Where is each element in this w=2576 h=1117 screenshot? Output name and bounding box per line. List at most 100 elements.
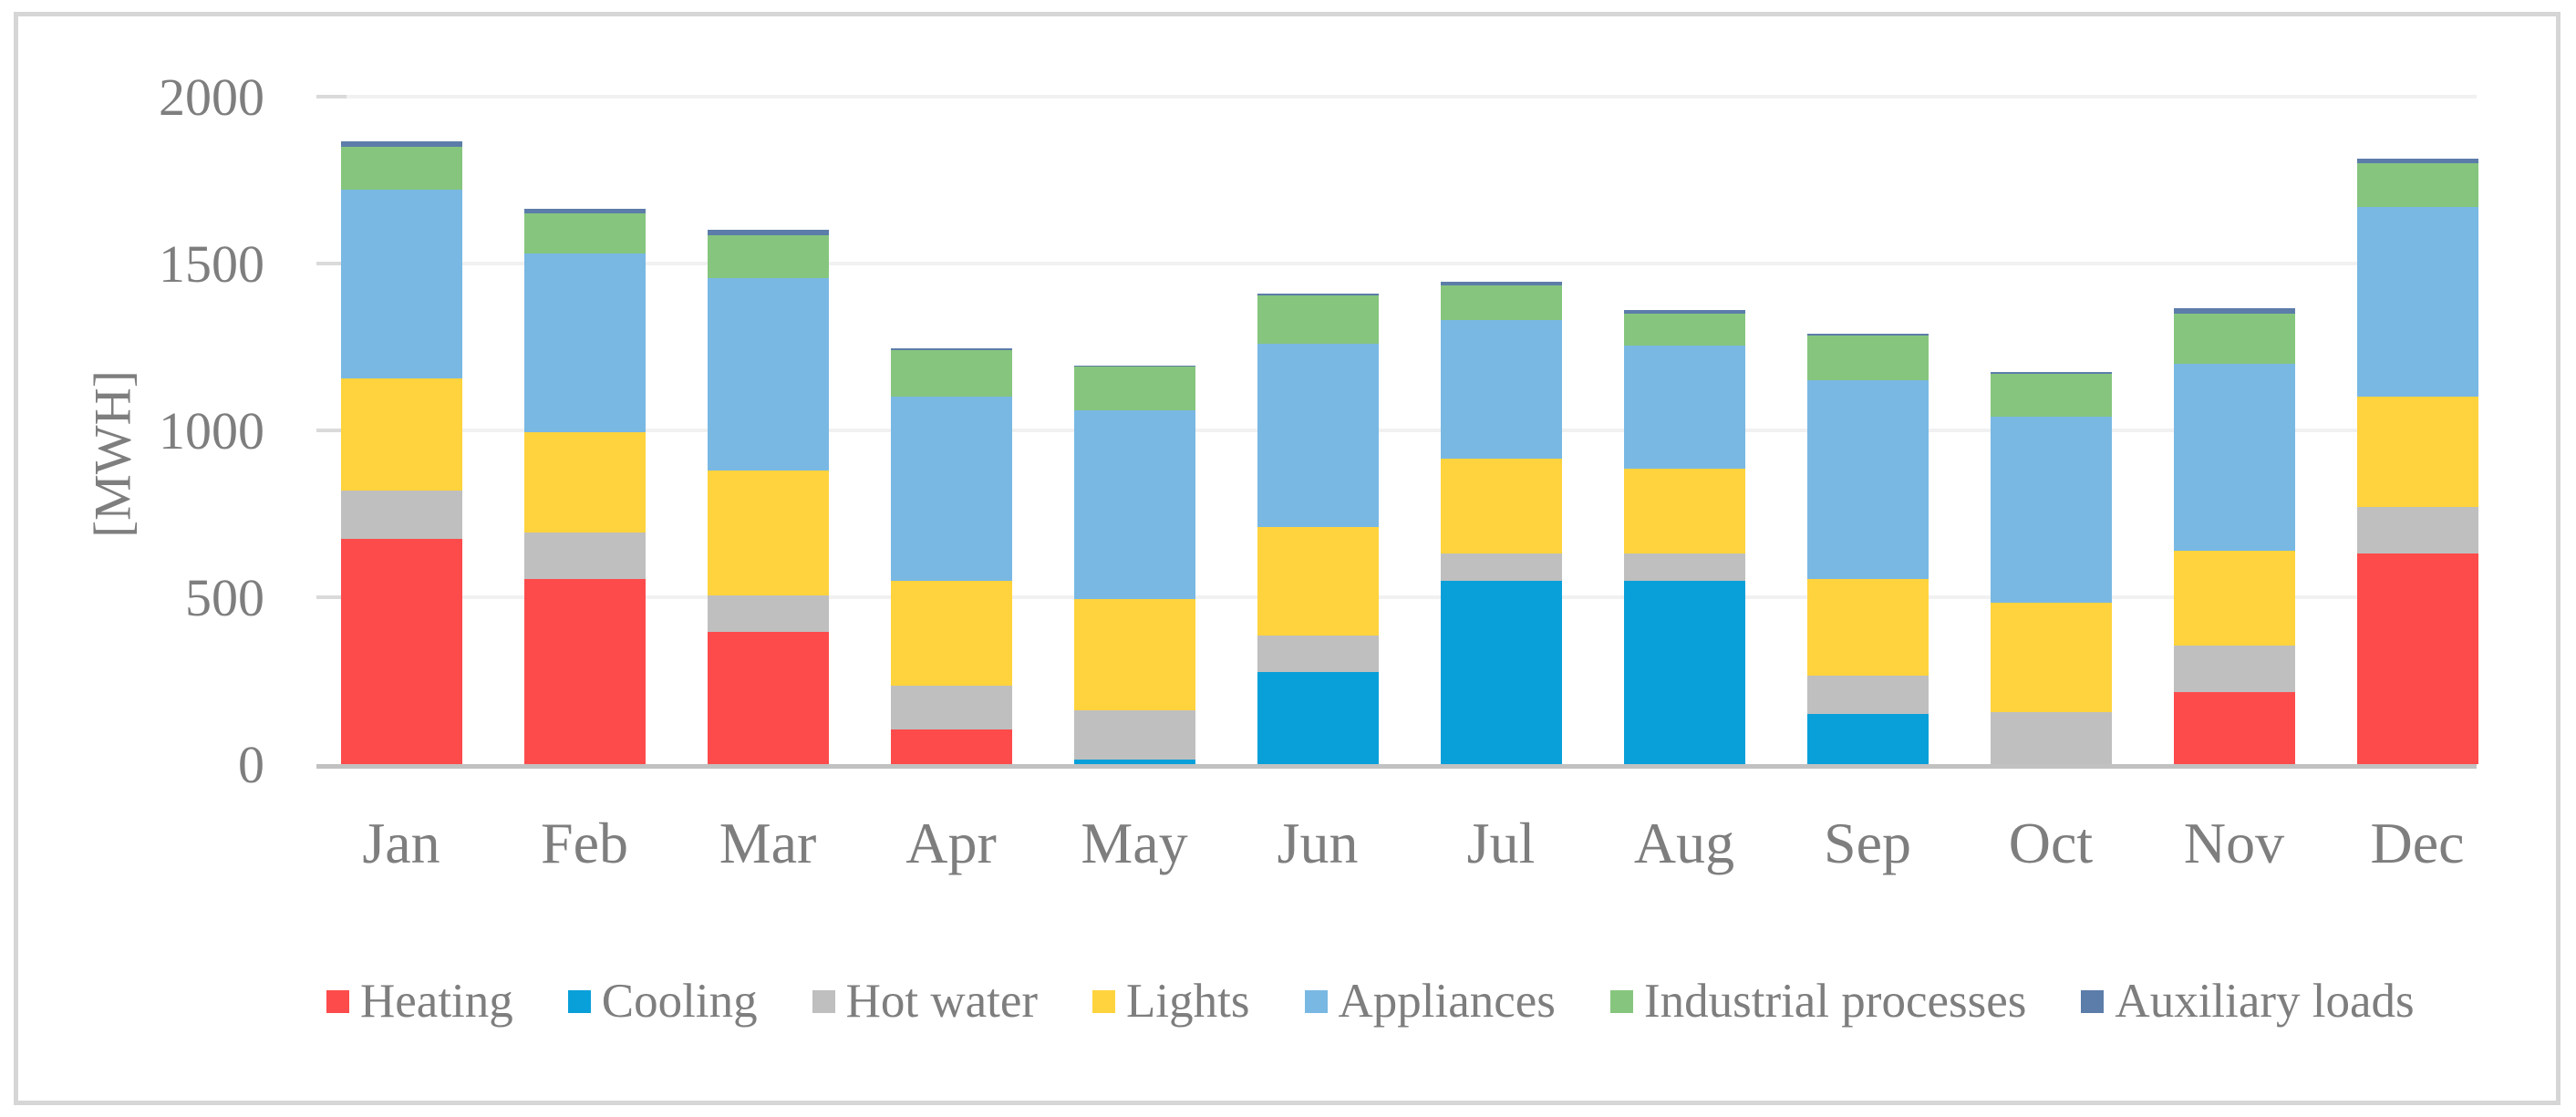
x-axis-label-dec: Dec (2370, 811, 2465, 875)
bar-jan (340, 141, 462, 764)
bar-segment-appliances (523, 253, 646, 432)
x-axis-label-apr: Apr (905, 811, 997, 875)
bar-segment-lights (2356, 397, 2478, 508)
legend-item-heating: Heating (326, 977, 513, 1026)
bar-segment-appliances (1073, 410, 1195, 599)
bar-segment-industrial-processes (1257, 295, 1379, 344)
bar-segment-cooling (1440, 580, 1562, 764)
bar-segment-industrial-processes (2173, 313, 2295, 364)
y-axis-tick (316, 262, 347, 265)
y-axis-tick-label: 2000 (159, 67, 264, 127)
bar-segment-lights (1440, 459, 1562, 554)
bar-segment-lights (523, 431, 646, 533)
bar-segment-industrial-processes (1806, 335, 1929, 381)
legend-swatch-icon (1609, 990, 1633, 1013)
bar-oct (1990, 371, 2112, 764)
bar-segment-industrial-processes (1073, 367, 1195, 411)
bar-segment-lights (707, 470, 829, 596)
bar-segment-lights (340, 378, 462, 491)
bar-apr (890, 348, 1012, 764)
bar-segment-auxiliary-loads (2173, 308, 2295, 314)
legend-item-lights: Lights (1092, 977, 1250, 1026)
legend-label: Auxiliary loads (2115, 975, 2415, 1028)
bar-segment-hot-water (2173, 646, 2295, 693)
bar-nov (2173, 308, 2295, 764)
y-axis-tick-label: 0 (238, 735, 264, 794)
bar-segment-auxiliary-loads (707, 230, 829, 235)
x-axis-label-nov: Nov (2183, 811, 2285, 875)
x-axis-label-jul: Jul (1466, 811, 1536, 875)
bar-segment-lights (1806, 578, 1929, 677)
legend-label: Heating (360, 975, 513, 1028)
bar-segment-lights (2173, 550, 2295, 646)
legend-swatch-icon (1304, 990, 1328, 1013)
bar-segment-auxiliary-loads (340, 141, 462, 147)
bar-segment-hot-water (890, 685, 1012, 729)
bar-segment-appliances (1440, 320, 1562, 460)
bar-may (1073, 365, 1195, 764)
legend-label: Cooling (601, 975, 758, 1028)
bar-segment-heating (2173, 692, 2295, 764)
y-axis-title: [MWH] (84, 370, 142, 538)
bar-segment-appliances (1257, 343, 1379, 528)
bar-segment-appliances (2356, 206, 2478, 398)
bar-segment-lights (1073, 598, 1195, 711)
bar-segment-heating (2356, 553, 2478, 764)
bar-segment-cooling (1257, 672, 1379, 764)
y-axis-tick-label: 500 (185, 568, 264, 627)
gridline (347, 262, 2477, 265)
bar-segment-hot-water (707, 595, 829, 633)
bar-segment-lights (1623, 469, 1745, 554)
bar-segment-industrial-processes (1990, 373, 2112, 418)
bar-segment-hot-water (1623, 553, 1745, 581)
legend-item-auxiliary-loads: Auxiliary loads (2081, 975, 2415, 1028)
bar-segment-heating (340, 538, 462, 764)
bar-segment-heating (707, 632, 829, 764)
x-axis-label-jan: Jan (362, 811, 440, 875)
bar-segment-heating (890, 729, 1012, 764)
bar-segment-auxiliary-loads (1990, 371, 2112, 374)
bar-segment-hot-water (1806, 676, 1929, 715)
x-axis-label-mar: Mar (719, 811, 817, 875)
bar-jul (1440, 282, 1562, 764)
bar-segment-appliances (2173, 363, 2295, 551)
x-axis-line (316, 764, 2477, 769)
x-axis-label-feb: Feb (541, 811, 628, 875)
bar-segment-lights (1990, 602, 2112, 713)
legend-label: Appliances (1338, 975, 1556, 1028)
bar-mar (707, 230, 829, 764)
bar-segment-industrial-processes (2356, 163, 2478, 207)
legend-swatch-icon (567, 990, 591, 1013)
bar-segment-auxiliary-loads (523, 208, 646, 214)
bar-segment-hot-water (1257, 636, 1379, 673)
x-axis-label-may: May (1081, 811, 1188, 875)
bar-segment-industrial-processes (890, 350, 1012, 398)
bar-segment-auxiliary-loads (2356, 158, 2478, 164)
legend-swatch-icon (326, 990, 349, 1013)
bar-segment-auxiliary-loads (1806, 333, 1929, 336)
legend-label: Industrial processes (1643, 975, 2027, 1028)
bar-aug (1623, 310, 1745, 764)
bar-segment-industrial-processes (1623, 313, 1745, 346)
bar-segment-lights (1257, 527, 1379, 636)
legend-item-hot-water: Hot water (812, 977, 1038, 1026)
bar-segment-auxiliary-loads (1257, 293, 1379, 295)
gridline (347, 95, 2477, 98)
bar-segment-appliances (1990, 417, 2112, 603)
x-axis-label-aug: Aug (1633, 811, 1735, 875)
bar-segment-appliances (707, 278, 829, 471)
legend-item-cooling: Cooling (567, 975, 758, 1028)
gridline (347, 595, 2477, 599)
bar-segment-cooling (1073, 759, 1195, 764)
legend-swatch-icon (1092, 990, 1116, 1013)
y-axis-tick-label: 1500 (159, 234, 264, 294)
x-axis-label-jun: Jun (1277, 811, 1359, 875)
y-axis-tick (316, 595, 347, 599)
y-axis-tick (316, 95, 347, 98)
bar-segment-auxiliary-loads (1623, 310, 1745, 314)
bar-segment-industrial-processes (340, 146, 462, 191)
bar-segment-industrial-processes (523, 213, 646, 254)
legend-swatch-icon (2081, 990, 2105, 1013)
bar-segment-appliances (890, 397, 1012, 581)
